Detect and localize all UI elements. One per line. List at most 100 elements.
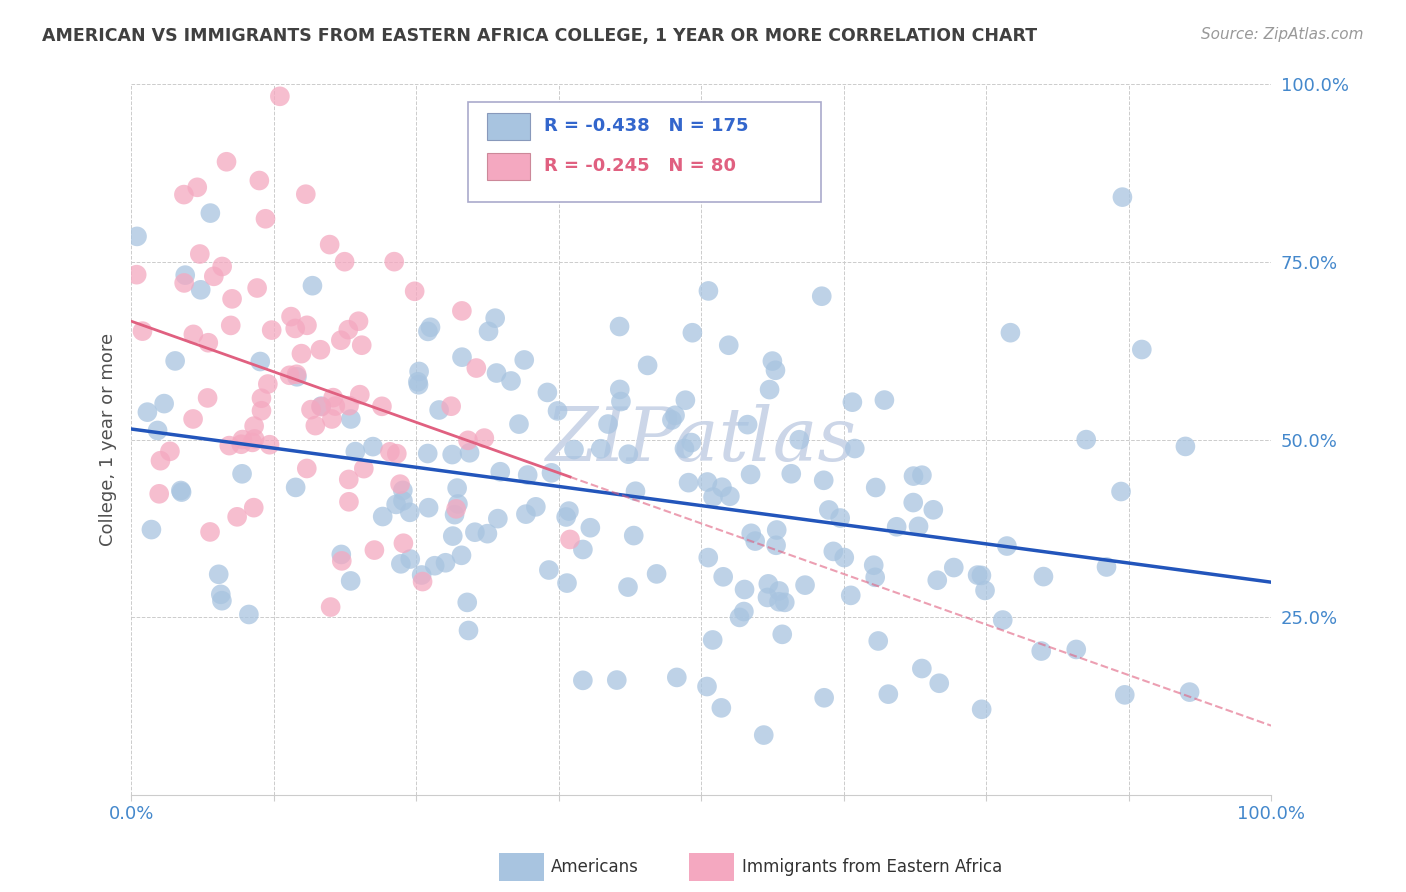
Point (382, 254, 405, 268)
Point (170, 483, 193, 498)
Point (678, 475, 700, 490)
Text: ZIPatlas: ZIPatlas (546, 403, 856, 476)
Point (181, 412, 204, 426)
Point (841, 395, 863, 409)
Point (524, 500, 547, 514)
Point (330, 548, 353, 562)
Point (340, 412, 363, 426)
Point (173, 276, 195, 290)
Point (485, 366, 508, 380)
Point (285, 368, 308, 382)
Point (202, 269, 225, 284)
Point (681, 326, 703, 340)
Point (441, 529, 464, 543)
Point (197, 391, 219, 405)
Point (773, 595, 796, 609)
Point (446, 481, 468, 495)
Point (558, 504, 581, 518)
Point (499, 374, 522, 388)
Point (131, 324, 153, 338)
Point (451, 304, 474, 318)
Point (1114, 688, 1136, 702)
Point (740, 467, 762, 482)
Point (516, 467, 538, 482)
Point (911, 661, 934, 675)
Point (444, 501, 467, 516)
Point (125, 229, 148, 244)
Point (165, 354, 187, 368)
Point (464, 525, 486, 540)
Point (740, 526, 762, 541)
FancyBboxPatch shape (486, 113, 530, 140)
Point (427, 403, 450, 417)
Point (562, 442, 585, 457)
Point (513, 353, 536, 368)
Point (319, 600, 342, 615)
Point (744, 534, 766, 549)
Point (125, 268, 148, 282)
Point (398, 505, 420, 519)
Point (817, 503, 839, 517)
Point (259, 438, 281, 452)
Point (537, 563, 560, 577)
Point (278, 368, 301, 383)
Point (572, 542, 595, 557)
Point (284, 480, 307, 494)
Point (1031, 644, 1053, 658)
Point (301, 278, 323, 293)
Point (333, 254, 356, 268)
Point (702, 490, 724, 504)
Point (371, 509, 394, 524)
Point (242, 500, 264, 515)
Point (200, 206, 222, 220)
Point (991, 613, 1014, 627)
Point (832, 550, 855, 565)
Point (285, 369, 308, 384)
Point (451, 350, 474, 364)
Point (765, 538, 787, 552)
Point (787, 433, 810, 447)
Point (231, 437, 253, 451)
Point (337, 472, 360, 486)
Text: R = -0.245   N = 80: R = -0.245 N = 80 (544, 157, 735, 175)
Point (249, 354, 271, 368)
Point (146, 424, 169, 438)
Point (215, 154, 238, 169)
Point (758, 383, 780, 397)
Point (1064, 642, 1087, 657)
Point (371, 400, 394, 414)
Point (780, 467, 803, 481)
Text: AMERICAN VS IMMIGRANTS FROM EASTERN AFRICA COLLEGE, 1 YEAR OR MORE CORRELATION C: AMERICAN VS IMMIGRANTS FROM EASTERN AFRI… (42, 27, 1038, 45)
Point (416, 325, 439, 339)
Point (136, 405, 159, 419)
Point (697, 550, 720, 565)
Point (385, 497, 408, 511)
Point (555, 510, 578, 524)
Point (170, 485, 193, 500)
Point (231, 467, 253, 481)
Point (399, 552, 422, 566)
Point (411, 568, 433, 582)
Point (903, 495, 925, 509)
Point (873, 393, 896, 408)
Point (211, 260, 233, 274)
Y-axis label: College, 1 year or more: College, 1 year or more (100, 334, 117, 546)
Point (922, 503, 945, 517)
Point (159, 444, 181, 458)
Point (243, 432, 266, 446)
Point (839, 588, 862, 602)
Point (927, 573, 949, 587)
Point (609, 319, 631, 334)
Point (243, 419, 266, 434)
Point (441, 448, 464, 462)
Point (231, 433, 253, 447)
Point (361, 440, 384, 454)
Point (1032, 569, 1054, 583)
Point (250, 391, 273, 405)
Point (711, 570, 734, 584)
Point (219, 318, 242, 333)
Point (609, 383, 631, 397)
Point (752, 728, 775, 742)
Point (863, 570, 886, 584)
Point (645, 566, 668, 581)
